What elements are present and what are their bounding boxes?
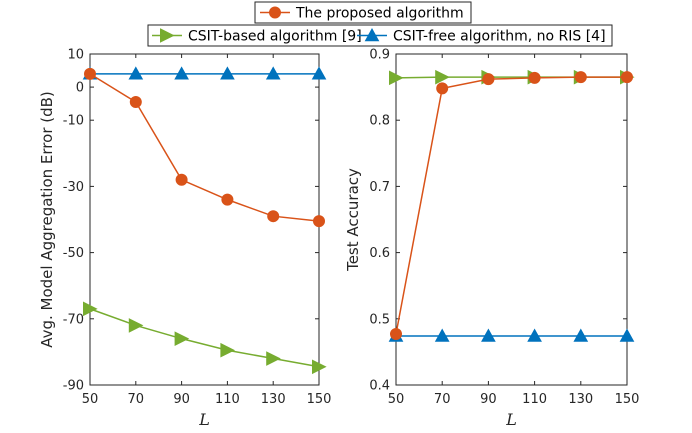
data-point <box>220 342 236 358</box>
legend-bottom: CSIT-based algorithm [9] CSIT-free algori… <box>147 24 613 47</box>
series-1 <box>390 71 633 341</box>
legend-top: The proposed algorithm <box>254 1 472 24</box>
x-tick-label: 70 <box>128 392 145 407</box>
y-axis-label: Test Accuracy <box>344 168 362 272</box>
x-tick-label: 150 <box>615 392 640 407</box>
series-line <box>89 308 320 368</box>
x-tick-label: 150 <box>307 392 332 407</box>
series-line <box>89 73 320 222</box>
data-point <box>527 328 542 342</box>
y-tick-label: -50 <box>63 246 84 261</box>
data-point <box>266 351 281 366</box>
x-tick-label: 50 <box>82 392 99 407</box>
x-tick-label: 130 <box>261 392 286 407</box>
data-point <box>129 95 142 108</box>
data-point <box>174 331 190 346</box>
data-point <box>389 70 404 86</box>
data-point <box>84 67 96 80</box>
y-tick-label: 0.8 <box>369 114 390 129</box>
data-point <box>220 66 235 80</box>
data-point <box>621 71 633 84</box>
data-point <box>573 328 589 342</box>
x-tick-label: 110 <box>522 392 547 407</box>
y-tick-label: 0.4 <box>369 379 390 394</box>
data-point <box>436 82 449 95</box>
y-tick-label: 10 <box>67 48 84 63</box>
data-point <box>174 66 189 80</box>
x-tick-label: 50 <box>388 392 405 407</box>
data-point <box>390 328 402 341</box>
y-tick-label: 0.6 <box>369 246 390 261</box>
legend-label: CSIT-free algorithm, no RIS [4] <box>393 29 606 45</box>
data-point <box>528 71 541 84</box>
axes-box <box>395 53 628 386</box>
data-point <box>83 301 98 317</box>
x-tick-label: 110 <box>215 392 240 407</box>
x-tick-label: 90 <box>173 392 190 407</box>
series-1 <box>84 67 325 228</box>
data-point <box>481 328 496 342</box>
y-tick-label: -70 <box>63 312 84 327</box>
legend-marker <box>160 28 175 43</box>
data-point <box>267 210 280 223</box>
series-2 <box>83 301 327 375</box>
series-3 <box>82 66 327 80</box>
data-point <box>175 173 188 186</box>
data-point <box>221 193 234 206</box>
data-point <box>482 73 495 86</box>
x-tick-label: 70 <box>434 392 451 407</box>
data-point <box>434 328 450 342</box>
y-tick-label: 0.5 <box>369 312 390 327</box>
series-3 <box>388 328 635 342</box>
y-tick-label: -90 <box>63 379 84 394</box>
data-point <box>574 71 587 84</box>
data-point <box>312 359 327 375</box>
y-tick-label: -10 <box>63 114 84 129</box>
y-tick-label: 0 <box>76 81 84 96</box>
legend-marker <box>269 6 281 19</box>
data-point <box>311 66 327 80</box>
data-point <box>128 66 144 80</box>
x-tick-label: 130 <box>568 392 593 407</box>
x-axis-label: L <box>198 410 210 429</box>
y-axis-label: Avg. Model Aggregation Error (dB) <box>38 91 56 348</box>
data-point <box>313 215 325 228</box>
series-line <box>395 76 627 335</box>
chart-1: 50 70 90 110 130 150 -90 -70 -50 -30 -10 0 10 L Avg. M… <box>38 48 331 430</box>
chart-2: 50 70 90 110 130 150 0.4 0.5 0.6 0.7 0.8 0.9 L Test A… <box>344 48 639 430</box>
legend-label: CSIT-based algorithm [9] <box>188 29 362 45</box>
legend-marker <box>364 27 380 42</box>
x-tick-label: 90 <box>480 392 497 407</box>
data-point <box>619 328 635 342</box>
axes-box <box>89 53 320 386</box>
data-point <box>128 318 144 333</box>
data-point <box>265 66 281 80</box>
legend-label: The proposed algorithm <box>295 6 464 22</box>
y-tick-label: 0.7 <box>369 180 390 195</box>
y-tick-label: -30 <box>63 180 84 195</box>
data-point <box>435 69 450 85</box>
legend-box <box>254 1 472 24</box>
x-axis-label: L <box>505 410 517 429</box>
y-tick-label: 0.9 <box>369 48 390 63</box>
